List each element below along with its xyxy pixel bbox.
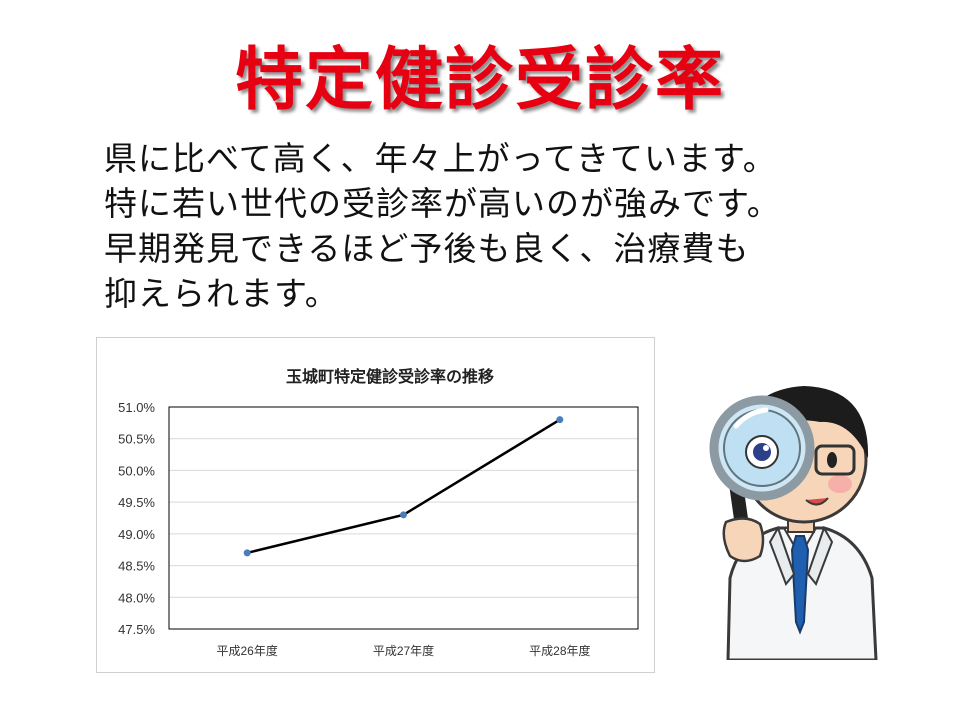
- y-tick-label: 48.0%: [118, 590, 155, 605]
- chart-frame: 玉城町特定健診受診率の推移 51.0% 50.5% 50.0% 49.5% 49.0% 4…: [96, 337, 655, 673]
- x-tick-label: 平成27年度: [373, 643, 434, 658]
- series-line: [246, 418, 561, 555]
- body-line: 抑えられます。: [104, 274, 339, 313]
- y-tick-label: 48.5%: [118, 559, 155, 574]
- y-tick-label: 50.5%: [118, 432, 155, 447]
- slide-body-text: 県に比べて高く、年々上がってきています。 特に若い世代の受診率が高いのが強みです…: [104, 136, 924, 316]
- y-tick-label: 50.0%: [118, 463, 155, 478]
- x-tick-label: 平成26年度: [216, 643, 277, 658]
- chart-x-axis: 平成26年度 平成27年度 平成28年度: [216, 643, 590, 658]
- data-point: [400, 511, 407, 519]
- line-chart: 玉城町特定健診受診率の推移 51.0% 50.5% 50.0% 49.5% 49.0% 4…: [118, 367, 639, 658]
- slide-title: 特定健診受診率: [234, 41, 725, 120]
- y-tick-label: 51.0%: [118, 400, 155, 415]
- x-tick-label: 平成28年度: [529, 643, 590, 658]
- chart-plot-area: [168, 406, 639, 630]
- chart-gridlines: [169, 406, 638, 630]
- chart-y-axis: 51.0% 50.5% 50.0% 49.5% 49.0% 48.5% 48.0% 47.5%: [118, 400, 155, 637]
- body-line: 特に若い世代の受診率が高いのが強みです。: [104, 184, 781, 223]
- body-line: 早期発見できるほど予後も良く、治療費も: [104, 229, 750, 268]
- doctor-with-magnifier-icon: [700, 360, 900, 662]
- y-tick-label: 49.0%: [118, 527, 155, 542]
- chart-series: [243, 416, 564, 557]
- data-point: [556, 416, 564, 424]
- y-tick-label: 47.5%: [118, 622, 155, 637]
- y-tick-label: 49.5%: [118, 495, 155, 510]
- body-line: 県に比べて高く、年々上がってきています。: [104, 139, 777, 178]
- chart-title: 玉城町特定健診受診率の推移: [286, 367, 494, 386]
- data-point: [243, 549, 251, 557]
